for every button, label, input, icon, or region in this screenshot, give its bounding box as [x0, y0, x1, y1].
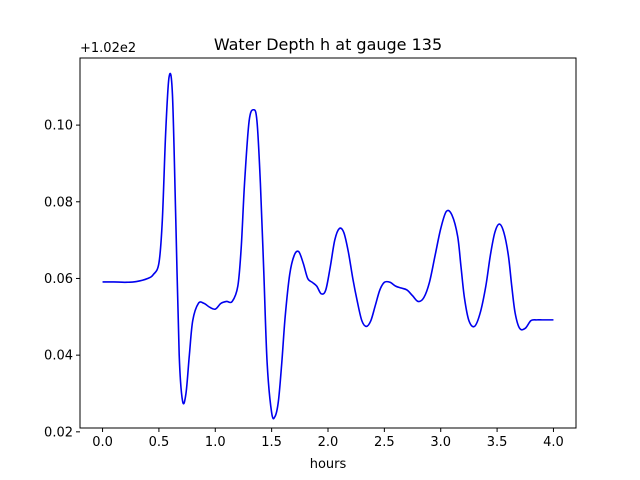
x-tick-label: 3.5 — [487, 435, 508, 450]
series-line — [102, 72, 554, 420]
y-tick-label: 0.04 — [44, 349, 73, 364]
y-tick-label: 0.02 — [44, 425, 73, 440]
y-tick-label: 0.06 — [44, 272, 73, 287]
x-axis-label: hours — [310, 457, 347, 472]
x-tick-label: 0.0 — [92, 435, 113, 450]
x-tick-label: 1.0 — [205, 435, 226, 450]
x-axis: 0.0 0.5 1.0 1.5 2.0 2.5 3.0 3.5 4.0 — [92, 428, 564, 450]
series-layer — [102, 72, 554, 420]
x-tick-label: 0.5 — [149, 435, 170, 450]
x-tick-label: 3.0 — [430, 435, 451, 450]
chart-title: Water Depth h at gauge 135 — [214, 35, 442, 54]
x-tick-label: 4.0 — [543, 435, 564, 450]
x-tick-label: 1.5 — [261, 435, 282, 450]
y-axis: 0.02 0.04 0.06 0.08 0.10 — [44, 119, 80, 440]
x-tick-label: 2.5 — [374, 435, 395, 450]
x-tick-label: 2.0 — [318, 435, 339, 450]
y-tick-label: 0.08 — [44, 195, 73, 210]
y-offset-label: +1.02e2 — [80, 41, 136, 56]
y-tick-label: 0.10 — [44, 119, 73, 134]
